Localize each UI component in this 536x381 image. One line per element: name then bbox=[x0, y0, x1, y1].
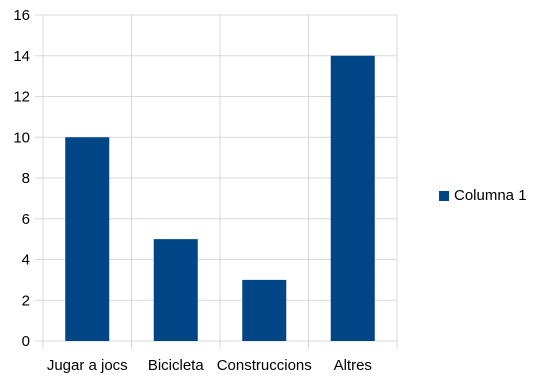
y-tick-label: 8 bbox=[22, 170, 30, 187]
x-axis-labels: Jugar a jocs Bicicleta Construccions Altres bbox=[47, 357, 372, 374]
legend-label: Columna 1 bbox=[454, 187, 527, 204]
legend-swatch bbox=[439, 190, 449, 201]
x-tick-label: Altres bbox=[334, 357, 372, 374]
y-tick-label: 16 bbox=[13, 7, 30, 24]
bar bbox=[65, 137, 110, 341]
y-tick-label: 12 bbox=[13, 89, 30, 106]
x-tick-label: Jugar a jocs bbox=[47, 357, 128, 374]
y-tick-label: 2 bbox=[22, 292, 30, 309]
y-axis-ticks: 0 2 4 6 8 10 12 14 16 bbox=[13, 7, 30, 350]
y-tick-label: 6 bbox=[22, 211, 30, 228]
legend: Columna 1 bbox=[439, 187, 527, 204]
x-tick-label: Construccions bbox=[217, 357, 312, 374]
y-tick-label: 0 bbox=[22, 333, 30, 350]
x-tick-label: Bicicleta bbox=[148, 357, 205, 374]
y-tick-label: 4 bbox=[22, 252, 30, 269]
y-tick-label: 14 bbox=[13, 48, 30, 65]
bar-series bbox=[65, 55, 375, 341]
bar bbox=[330, 55, 375, 341]
y-tick-label: 10 bbox=[13, 129, 30, 146]
bar bbox=[153, 239, 198, 341]
bar bbox=[242, 279, 287, 341]
